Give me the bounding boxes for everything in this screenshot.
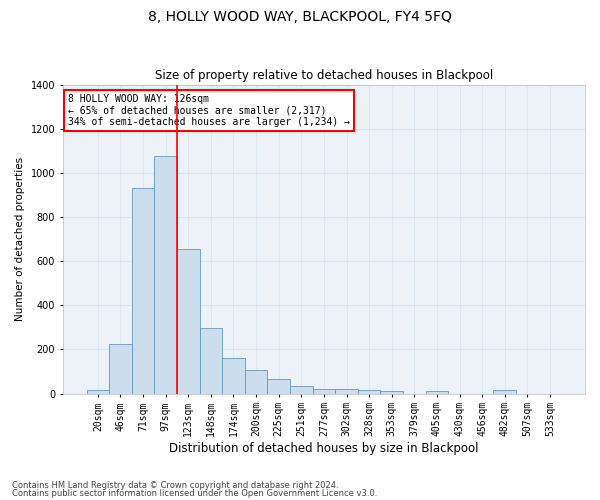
X-axis label: Distribution of detached houses by size in Blackpool: Distribution of detached houses by size … bbox=[169, 442, 479, 455]
Bar bbox=[245, 370, 268, 394]
Text: Contains public sector information licensed under the Open Government Licence v3: Contains public sector information licen… bbox=[12, 488, 377, 498]
Text: 8, HOLLY WOOD WAY, BLACKPOOL, FY4 5FQ: 8, HOLLY WOOD WAY, BLACKPOOL, FY4 5FQ bbox=[148, 10, 452, 24]
Bar bbox=[222, 358, 245, 394]
Bar bbox=[268, 379, 290, 394]
Title: Size of property relative to detached houses in Blackpool: Size of property relative to detached ho… bbox=[155, 69, 493, 82]
Bar bbox=[200, 328, 222, 394]
Bar bbox=[290, 386, 313, 394]
Bar bbox=[380, 392, 403, 394]
Bar bbox=[313, 389, 335, 394]
Bar bbox=[358, 390, 380, 394]
Bar bbox=[109, 344, 132, 394]
Bar bbox=[493, 390, 516, 394]
Bar bbox=[132, 188, 154, 394]
Bar bbox=[177, 249, 200, 394]
Text: 8 HOLLY WOOD WAY: 126sqm
← 65% of detached houses are smaller (2,317)
34% of sem: 8 HOLLY WOOD WAY: 126sqm ← 65% of detach… bbox=[68, 94, 350, 127]
Bar bbox=[425, 392, 448, 394]
Text: Contains HM Land Registry data © Crown copyright and database right 2024.: Contains HM Land Registry data © Crown c… bbox=[12, 481, 338, 490]
Bar bbox=[335, 389, 358, 394]
Bar bbox=[154, 156, 177, 394]
Bar bbox=[86, 390, 109, 394]
Y-axis label: Number of detached properties: Number of detached properties bbox=[15, 157, 25, 321]
